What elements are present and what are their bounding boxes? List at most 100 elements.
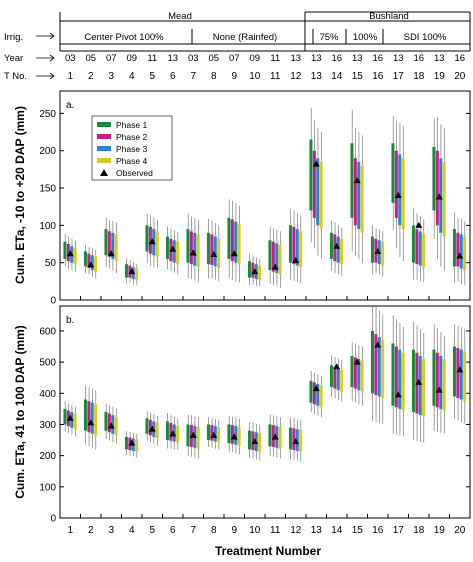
- box-phase-3: [111, 415, 115, 434]
- year-cell: 13: [167, 53, 178, 64]
- box-phase-1: [432, 349, 436, 406]
- observed-marker: [107, 422, 115, 429]
- observed-marker: [87, 419, 95, 426]
- tno-cell: 7: [190, 71, 196, 82]
- box-phase-2: [292, 226, 296, 265]
- legend-label: Phase 4: [116, 156, 147, 166]
- observed-marker: [353, 177, 361, 184]
- box-phase-3: [316, 158, 320, 226]
- box-phase-1: [63, 241, 67, 259]
- box-phase-3: [111, 232, 115, 259]
- tno-row: 1 2 3 4 5 6 7 8 9 10 11 12 13 14 15 16 17 18 19 20: [67, 71, 465, 82]
- y-tick-label: 400: [39, 389, 56, 400]
- tno-cell: 10: [249, 71, 261, 82]
- box-phase-1: [165, 236, 169, 259]
- box-phase-3: [275, 243, 279, 274]
- box-phase-1: [186, 424, 190, 447]
- x-tick-label: 20: [454, 525, 466, 536]
- year-cell: 05: [85, 53, 96, 64]
- observed-marker: [435, 386, 443, 393]
- box-phase-2: [169, 422, 173, 441]
- y-tick-label: 200: [39, 451, 56, 462]
- box-phase-3: [213, 236, 217, 267]
- x-tick-label: 7: [190, 525, 196, 536]
- box-phase-2: [210, 425, 214, 441]
- year-cell: 13: [311, 53, 322, 64]
- box-phase-3: [295, 429, 299, 451]
- legend-label: Observed: [116, 168, 153, 178]
- box-phase-3: [90, 402, 94, 434]
- y-tick-label: 300: [39, 420, 56, 431]
- year-cell: 07: [229, 53, 240, 64]
- box-phase-4: [114, 416, 118, 436]
- x-tick-label: 13: [311, 525, 323, 536]
- observed-marker: [292, 256, 300, 263]
- y-ticks-b: 0 100 200 300 400 500 600: [39, 326, 470, 525]
- year-cell: 13: [290, 53, 301, 64]
- irrig-sdi: SDI 100%: [404, 32, 447, 43]
- box-phase-1: [452, 346, 456, 397]
- y-axis-label-a: Cum. ETa, -10 to +20 DAP (mm): [13, 106, 27, 284]
- box-phase-3: [357, 161, 361, 230]
- legend-observed-icon: [100, 169, 108, 176]
- marks-a: [63, 107, 471, 300]
- y-tick-label: 0: [50, 514, 56, 525]
- box-phase-2: [107, 231, 111, 257]
- year-cell: 11: [147, 53, 157, 64]
- x-tick-label: 8: [211, 525, 217, 536]
- box-phase-3: [90, 255, 94, 271]
- box-phase-4: [360, 165, 364, 233]
- box-phase-1: [227, 424, 231, 444]
- panel-label-b: b.: [66, 315, 74, 326]
- box-phase-1: [370, 236, 374, 263]
- legend-swatch: [97, 158, 111, 163]
- box-phase-2: [353, 158, 357, 226]
- box-phase-1: [83, 399, 87, 431]
- box-phase-1: [391, 143, 395, 203]
- panel-a: a. Cum. ETa, -10 to +20 DAP (mm) 0 50 100 1…: [13, 90, 471, 307]
- box-phase-1: [350, 355, 354, 388]
- box-phase-2: [251, 262, 255, 278]
- box-phase-1: [145, 418, 149, 434]
- box-phase-2: [312, 382, 316, 405]
- box-phase-1: [186, 229, 190, 263]
- box-phase-3: [336, 236, 340, 263]
- observed-marker: [271, 263, 279, 270]
- legend: Phase 1 Phase 2 Phase 3 Phase 4 Observed: [91, 115, 173, 181]
- box-phase-1: [432, 146, 436, 211]
- box-phase-3: [234, 426, 238, 445]
- box-phase-4: [196, 234, 200, 268]
- observed-marker: [87, 261, 95, 268]
- year-cell: 03: [188, 53, 199, 64]
- tno-cell: 15: [352, 71, 364, 82]
- box-phase-2: [353, 357, 357, 389]
- tno-cell: 19: [434, 71, 446, 82]
- box-phase-3: [439, 158, 443, 233]
- box-phase-2: [271, 425, 275, 447]
- legend-swatch: [97, 134, 111, 139]
- box-phase-2: [148, 226, 152, 254]
- x-tick-label: 11: [270, 525, 281, 536]
- x-tick-label: 19: [434, 525, 446, 536]
- observed-marker: [333, 242, 341, 249]
- box-phase-2: [210, 234, 214, 265]
- year-cell: 16: [454, 53, 465, 64]
- tno-cell: 4: [129, 71, 135, 82]
- observed-marker: [169, 245, 177, 252]
- observed-marker: [251, 438, 259, 445]
- observed-marker: [312, 160, 320, 167]
- observed-marker: [148, 425, 156, 432]
- box-phase-2: [148, 419, 152, 436]
- arrow-icon: [36, 72, 55, 80]
- box-phase-4: [73, 247, 77, 265]
- observed-marker: [230, 433, 238, 440]
- box-phase-2: [456, 232, 460, 267]
- year-cell: 16: [331, 53, 342, 64]
- box-phase-2: [456, 348, 460, 398]
- observed-marker: [415, 221, 423, 228]
- box-phase-1: [206, 424, 210, 441]
- tno-cell: 12: [290, 71, 302, 82]
- observed-marker: [271, 433, 279, 440]
- box-phase-4: [196, 426, 200, 449]
- box-phase-4: [278, 244, 282, 275]
